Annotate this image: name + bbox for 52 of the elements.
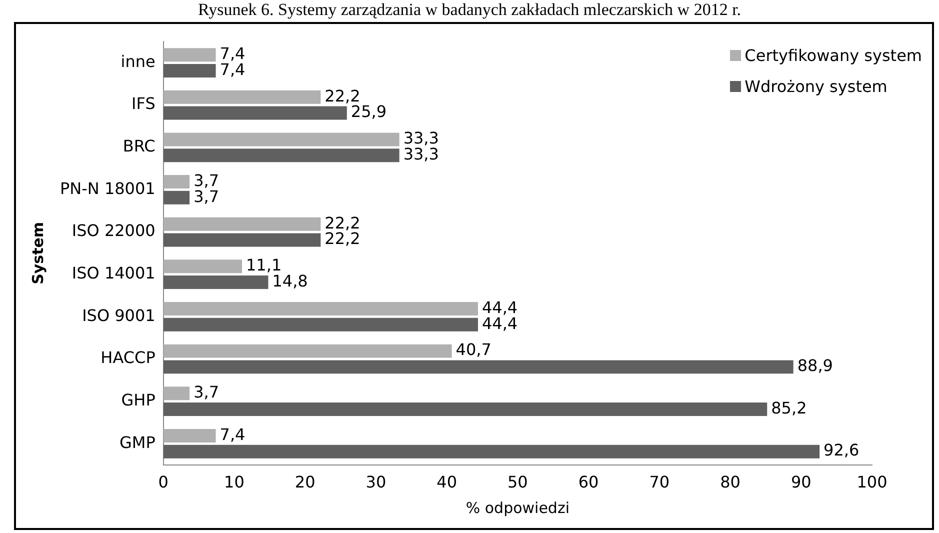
data-label: 3,7 <box>194 382 220 402</box>
x-tick-label: 80 <box>720 472 740 492</box>
bar <box>163 386 190 400</box>
x-tick-label: 30 <box>366 472 386 492</box>
data-label: 7,4 <box>220 424 246 444</box>
legend-label: Wdrożony system <box>744 77 888 96</box>
bar <box>163 260 242 274</box>
bar <box>163 302 478 316</box>
y-tick-label: inne <box>120 52 156 71</box>
bar <box>163 190 190 204</box>
legend-label: Certyfikowany system <box>744 46 922 65</box>
y-tick-label: BRC <box>122 136 156 156</box>
bar <box>163 344 452 358</box>
x-tick-label: 70 <box>649 472 670 492</box>
x-tick-label: 10 <box>224 472 244 492</box>
x-axis-title: % odpowiedzi <box>466 498 570 517</box>
data-label: 85,2 <box>771 398 807 418</box>
data-label: 40,7 <box>456 340 492 360</box>
bar <box>163 428 216 442</box>
bar <box>163 175 190 189</box>
x-tick-label: 0 <box>158 472 168 492</box>
x-tick-label: 100 <box>856 472 888 492</box>
data-label: 88,9 <box>797 356 833 376</box>
x-tick-label: 90 <box>790 472 812 492</box>
y-tick-label: ISO 9001 <box>82 306 156 325</box>
x-tick-label: 40 <box>436 472 457 492</box>
chart-title: Rysunek 6. Systemy zarządzania w badanych zakładach mleczarskich w 2012 r. <box>196 0 742 20</box>
y-tick-label: GMP <box>119 432 156 452</box>
bar <box>163 90 321 104</box>
y-tick-label: GHP <box>121 390 156 410</box>
bar <box>163 318 478 332</box>
y-tick-label: IFS <box>132 94 156 114</box>
bar <box>163 48 216 62</box>
bar <box>163 360 794 374</box>
y-tick-label: PN-N 18001 <box>60 178 156 198</box>
bar <box>163 217 321 231</box>
bar <box>163 148 400 162</box>
y-tick-label: ISO 14001 <box>72 264 156 283</box>
bar <box>163 444 820 458</box>
bar <box>163 132 400 146</box>
x-tick-label: 60 <box>578 472 599 492</box>
data-label: 92,6 <box>824 440 860 460</box>
bar <box>163 276 268 290</box>
bar <box>163 106 347 120</box>
x-tick-label: 20 <box>294 472 316 492</box>
y-tick-label: HACCP <box>100 348 156 368</box>
y-axis-title: System <box>28 222 47 284</box>
bar <box>163 64 216 78</box>
bar <box>163 402 768 416</box>
x-tick-label: 50 <box>507 472 528 492</box>
y-tick-label: ISO 22000 <box>72 221 156 240</box>
bar <box>163 233 321 247</box>
